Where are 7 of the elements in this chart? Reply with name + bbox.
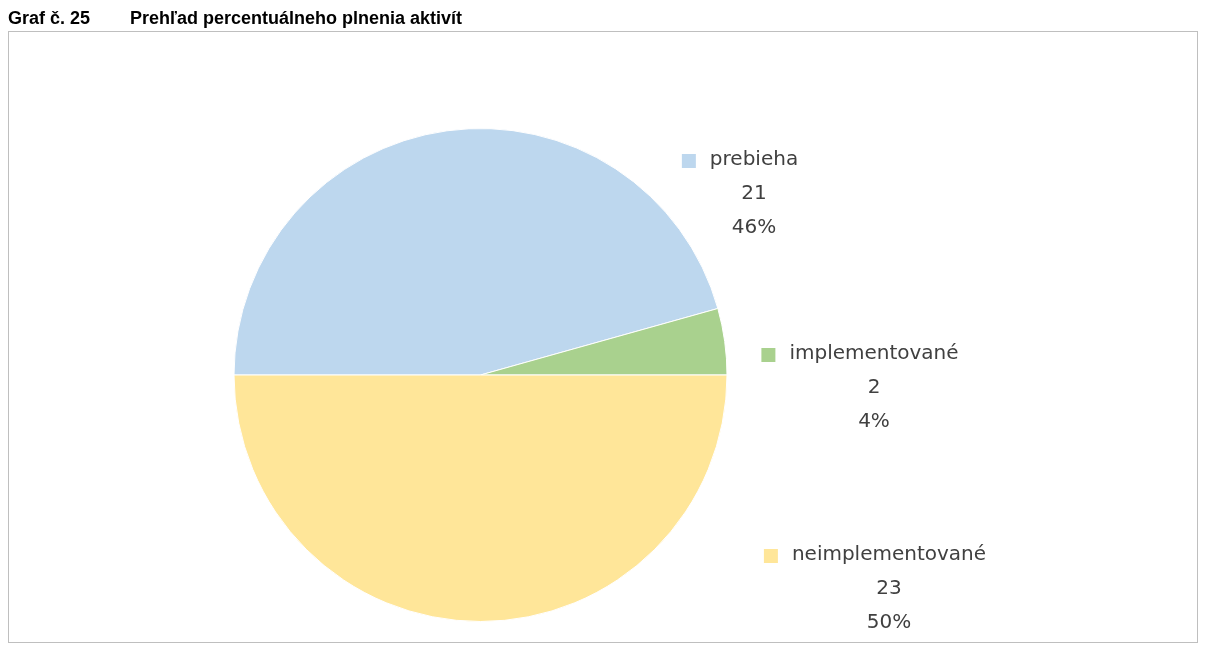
data-label: 23 50%	[866, 575, 912, 634]
legend-label: neimplementované	[791, 541, 987, 566]
legend-label: prebieha	[709, 146, 799, 171]
data-label: 21 46%	[731, 180, 777, 239]
data-label: 2 4%	[858, 374, 890, 433]
legend-label: implementované	[789, 340, 959, 365]
chart-title: Graf č. 25 Prehľad percentuálneho plnenia aktivít	[8, 8, 464, 29]
